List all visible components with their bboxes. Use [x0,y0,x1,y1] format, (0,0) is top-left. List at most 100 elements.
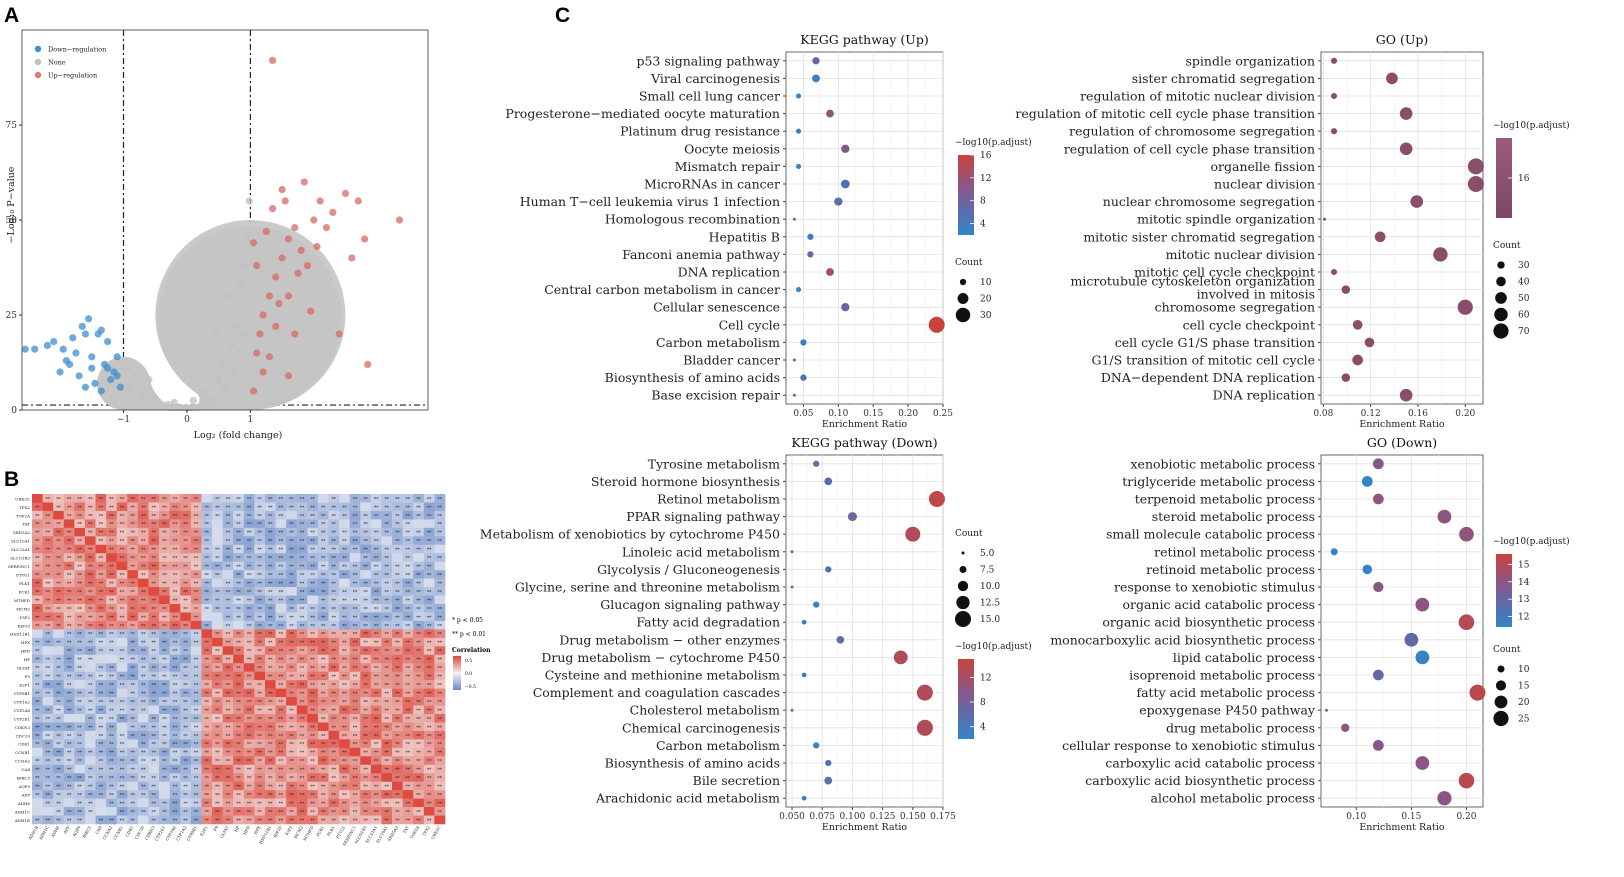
heatmap-cell [42,519,54,529]
significance-mark: ** [120,750,125,756]
down-point [97,387,105,395]
significance-mark: ** [77,793,82,799]
significance-mark: ** [88,505,93,511]
heatmap-cell [84,714,96,723]
heatmap-cell [84,544,96,554]
down-point [113,372,121,380]
significance-mark: ** [374,623,379,629]
significance-mark: ** [437,691,442,697]
significance-mark: ** [35,615,40,621]
heatmap-cell [264,671,276,681]
enrichment-dot [1459,526,1474,542]
significance-mark: ** [56,801,61,807]
heatmap-cell [317,544,329,554]
heatmap-cell [212,519,223,529]
significance-mark: ** [215,505,220,511]
heatmap-cell [84,527,96,537]
significance-mark: ** [88,699,93,705]
heatmap-cell [392,680,403,689]
significance-mark: ** [162,809,167,815]
heatmap-cell [339,570,350,579]
heatmap-cell [32,722,43,732]
significance-mark: ** [374,776,379,782]
significance-mark: ** [183,666,188,672]
significance-mark: ** [374,606,379,612]
row-gene-label: KIF20 [18,623,31,628]
heatmap-cell [74,620,86,630]
term-label: lipid catabolic process [1173,650,1315,665]
significance-mark: ** [406,623,411,629]
enrichment-dot [1330,92,1338,100]
significance-mark: ** [130,589,135,595]
significance-mark: ** [247,657,252,663]
heatmap-cell [328,519,340,529]
significance-mark: ** [109,750,114,756]
significance-mark: ** [173,793,178,799]
significance-mark: ** [226,556,231,562]
heatmap-cell [339,663,350,672]
heatmap-cell [286,671,298,681]
significance-mark: ** [268,539,273,545]
significance-mark: ** [310,623,315,629]
heatmap-cell [370,663,382,672]
significance-mark: ** [385,640,390,646]
heatmap-cell [127,494,139,503]
heatmap-cell [137,646,149,656]
heatmap-cell [212,697,223,706]
heatmap-cell [286,680,298,689]
significance-mark: ** [46,623,51,629]
heatmap-cell [116,671,128,681]
heatmap-cell [190,705,202,715]
significance-mark: ** [204,573,209,579]
heatmap-cell [360,544,372,554]
significance-mark: ** [194,513,199,519]
heatmap-cell [370,764,382,774]
significance-mark: ** [226,725,231,731]
significance-mark: ** [194,589,199,595]
heatmap-cell [106,561,118,571]
significance-mark: ** [183,632,188,638]
significance-mark: ** [236,581,241,587]
heatmap-cell [286,637,298,647]
heatmap-cell [349,629,361,639]
significance-mark: ** [88,598,93,604]
significance-mark: ** [310,666,315,672]
significance-mark: ** [35,708,40,714]
significance-mark: ** [215,801,220,807]
heatmap-cell [296,561,308,571]
heatmap-cell [413,722,425,732]
heatmap-cell [32,798,43,808]
heatmap-cell [392,527,403,537]
significance-mark: ** [406,539,411,545]
heatmap-cell [307,519,319,529]
heatmap-cell [84,815,96,825]
significance-mark: ** [130,809,135,815]
enrichment-dot [1457,299,1473,315]
enrichment-dot [824,477,833,486]
term-label: cellular response to xenobiotic stimulus [1062,738,1315,753]
heatmap-cell [201,654,213,664]
heatmap-cell [212,561,223,571]
heatmap-cell [254,510,266,520]
significance-mark: ** [385,581,390,587]
significance-mark: ** [46,598,51,604]
heatmap-cell [264,697,276,706]
significance-mark: ** [374,539,379,545]
size-legend-label: 12.5 [980,599,1000,609]
significance-mark: ** [130,649,135,655]
heatmap-cell [317,663,329,672]
up-point [300,178,308,186]
heatmap-cell [381,527,393,537]
heatmap-cell [63,714,75,723]
heatmap-cell [74,680,86,689]
significance-mark: ** [342,784,347,790]
heatmap-cell [296,587,308,596]
down-point [104,338,112,346]
heatmap-cell [392,612,403,622]
heatmap-cell [222,714,234,723]
heatmap-cell [275,519,287,529]
significance-mark: ** [353,615,358,621]
heatmap-cell [84,612,96,622]
heatmap-cell [169,680,181,689]
term-label: Cysteine and methionine metabolism [545,668,780,683]
